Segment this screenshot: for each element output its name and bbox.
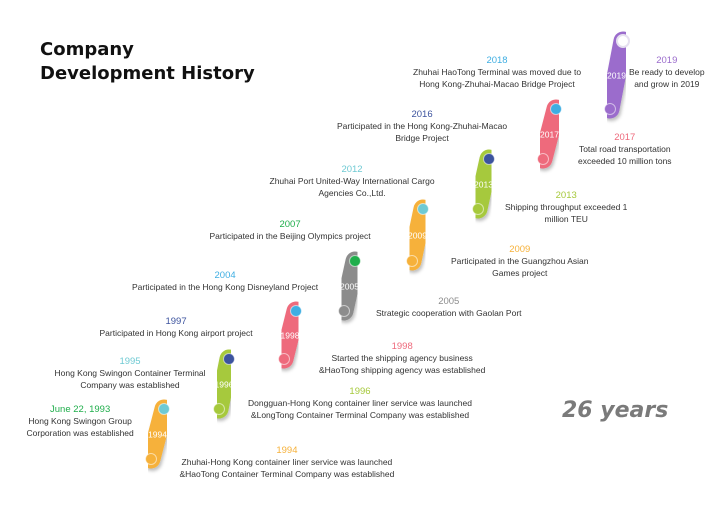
milestone-description: Zhuhai HaoTong Terminal was moved due to… (413, 67, 582, 89)
timeline-segment-2019 (600, 31, 633, 119)
timeline-year-label: 2013 (474, 180, 493, 190)
timeline-node-marker (406, 255, 418, 267)
milestone-annotation: 1996 Dongguan-Hong Kong container liner s… (248, 386, 472, 421)
timeline-year-label: 2005 (340, 282, 359, 292)
milestone-annotation: 2005 Strategic cooperation with Gaolan Po… (376, 296, 522, 320)
milestone-description: Participated in the Hong Kong Disneyland… (132, 282, 319, 292)
milestone-description: Zhuhai-Hong Kong container liner service… (179, 457, 395, 479)
milestone-description: Shipping throughput exceeded 1 million T… (505, 202, 628, 224)
milestone-year: 2012 (341, 164, 363, 175)
timeline-year-label: 1995 (181, 405, 203, 416)
milestone-year: 2019 (656, 55, 678, 66)
timeline-year-label: 2017 (540, 130, 559, 140)
milestone-year: 1995 (119, 356, 141, 367)
timeline-node-marker (145, 453, 157, 465)
milestone-description: Started the shipping agency business &Ha… (319, 353, 486, 375)
page-title: Company Development History (40, 38, 255, 86)
milestone-year: 2016 (411, 109, 433, 120)
timeline-node-marker (550, 103, 562, 115)
milestone-description: Hong Kong Swingon Group Corporation was … (26, 416, 134, 438)
milestone-annotation: 2007 Participated in the Beijing Olympics… (210, 219, 371, 243)
timeline-node-marker (483, 153, 495, 165)
timeline-node-marker (417, 203, 429, 215)
milestone-year: June 22, 1993 (50, 404, 111, 415)
timeline-node-marker (158, 403, 170, 415)
timeline-node-marker (616, 34, 630, 48)
milestone-annotation: 1997 Participated in Hong Kong airport pr… (100, 316, 253, 340)
milestone-annotation: 2009 Participated in the Guangzhou Asian … (451, 244, 589, 279)
milestone-annotation: 1994 Zhuhai-Hong Kong container liner ser… (180, 445, 395, 480)
timeline-year-label: 1997 (246, 355, 267, 366)
timeline-year-label: 1998 (281, 331, 300, 341)
timeline-year-label: 2004 (309, 307, 331, 318)
page-title-line1: Company (40, 39, 134, 60)
timeline-year-label: 2016 (505, 155, 526, 166)
timeline-year-label: 2007 (373, 257, 394, 268)
timeline-year-label: 1993 (113, 455, 134, 466)
milestone-annotation: June 22, 1993 Hong Kong Swingon Group Cor… (27, 404, 134, 439)
milestone-year: 2018 (486, 55, 508, 66)
milestone-annotation: 1995 Hong Kong Swingon Container Terminal… (55, 356, 206, 391)
milestone-year: 2017 (614, 132, 636, 143)
milestone-description: Total road transportation exceeded 10 mi… (578, 144, 672, 166)
timeline-node-marker (537, 153, 549, 165)
milestone-annotation: 2012 Zhuhai Port United-Way International… (270, 164, 435, 199)
milestone-year: 2005 (438, 296, 460, 307)
milestone-annotation: 2017 Total road transportation exceeded 1… (578, 132, 672, 167)
timeline-node-marker (213, 403, 225, 415)
milestone-annotation: 1998 Started the shipping agency business… (319, 341, 485, 376)
page-title-line2: Development History (40, 63, 255, 84)
milestone-annotation: 2004 Participated in the Hong Kong Disney… (132, 270, 318, 294)
timeline-node-marker (349, 255, 361, 267)
timeline-year-label: 2012 (440, 205, 461, 216)
milestone-description: Participated in the Hong Kong-Zhuhai-Mac… (337, 121, 508, 143)
milestone-year: 2009 (509, 244, 531, 255)
timeline-node-marker (278, 353, 290, 365)
milestone-description: Hong Kong Swingon Container Terminal Com… (54, 368, 206, 390)
timeline-year-label: 2009 (408, 231, 427, 241)
timeline-year-label: 2019 (607, 71, 626, 81)
timeline-node-marker (604, 103, 616, 115)
milestone-annotation: 2019 Be ready to develop and grow in 2019 (629, 55, 705, 90)
timeline-node-marker (223, 353, 235, 365)
milestone-description: Be ready to develop and grow in 2019 (629, 67, 705, 89)
milestone-annotation: 2016 Participated in the Hong Kong-Zhuhai… (337, 109, 507, 144)
duration-label: 26 years (562, 398, 669, 423)
milestone-year: 1997 (165, 316, 187, 327)
timeline-year-label: 1996 (215, 380, 234, 390)
milestone-description: Participated in the Beijing Olympics pro… (209, 231, 371, 241)
milestone-year: 2004 (214, 270, 236, 281)
timeline-node-marker (472, 203, 484, 215)
milestone-description: Strategic cooperation with Gaolan Port (376, 308, 522, 318)
milestone-year: 2007 (279, 219, 301, 230)
milestone-year: 1998 (391, 341, 413, 352)
milestone-description: Participated in Hong Kong airport projec… (99, 328, 253, 338)
timeline-year-label: 1994 (148, 430, 167, 440)
milestone-annotation: 2013 Shipping throughput exceeded 1 milli… (505, 190, 627, 225)
milestone-description: Dongguan-Hong Kong container liner servi… (248, 398, 472, 420)
milestone-year: 1996 (349, 386, 371, 397)
milestone-year: 2013 (555, 190, 577, 201)
timeline-node-marker (290, 305, 302, 317)
milestone-description: Participated in the Guangzhou Asian Game… (451, 256, 589, 278)
milestone-year: 1994 (276, 445, 298, 456)
timeline-node-marker (338, 305, 350, 317)
timeline-year-label: 2018 (572, 105, 593, 116)
milestone-description: Zhuhai Port United-Way International Car… (269, 176, 435, 198)
milestone-annotation: 2018 Zhuhai HaoTong Terminal was moved du… (413, 55, 581, 90)
